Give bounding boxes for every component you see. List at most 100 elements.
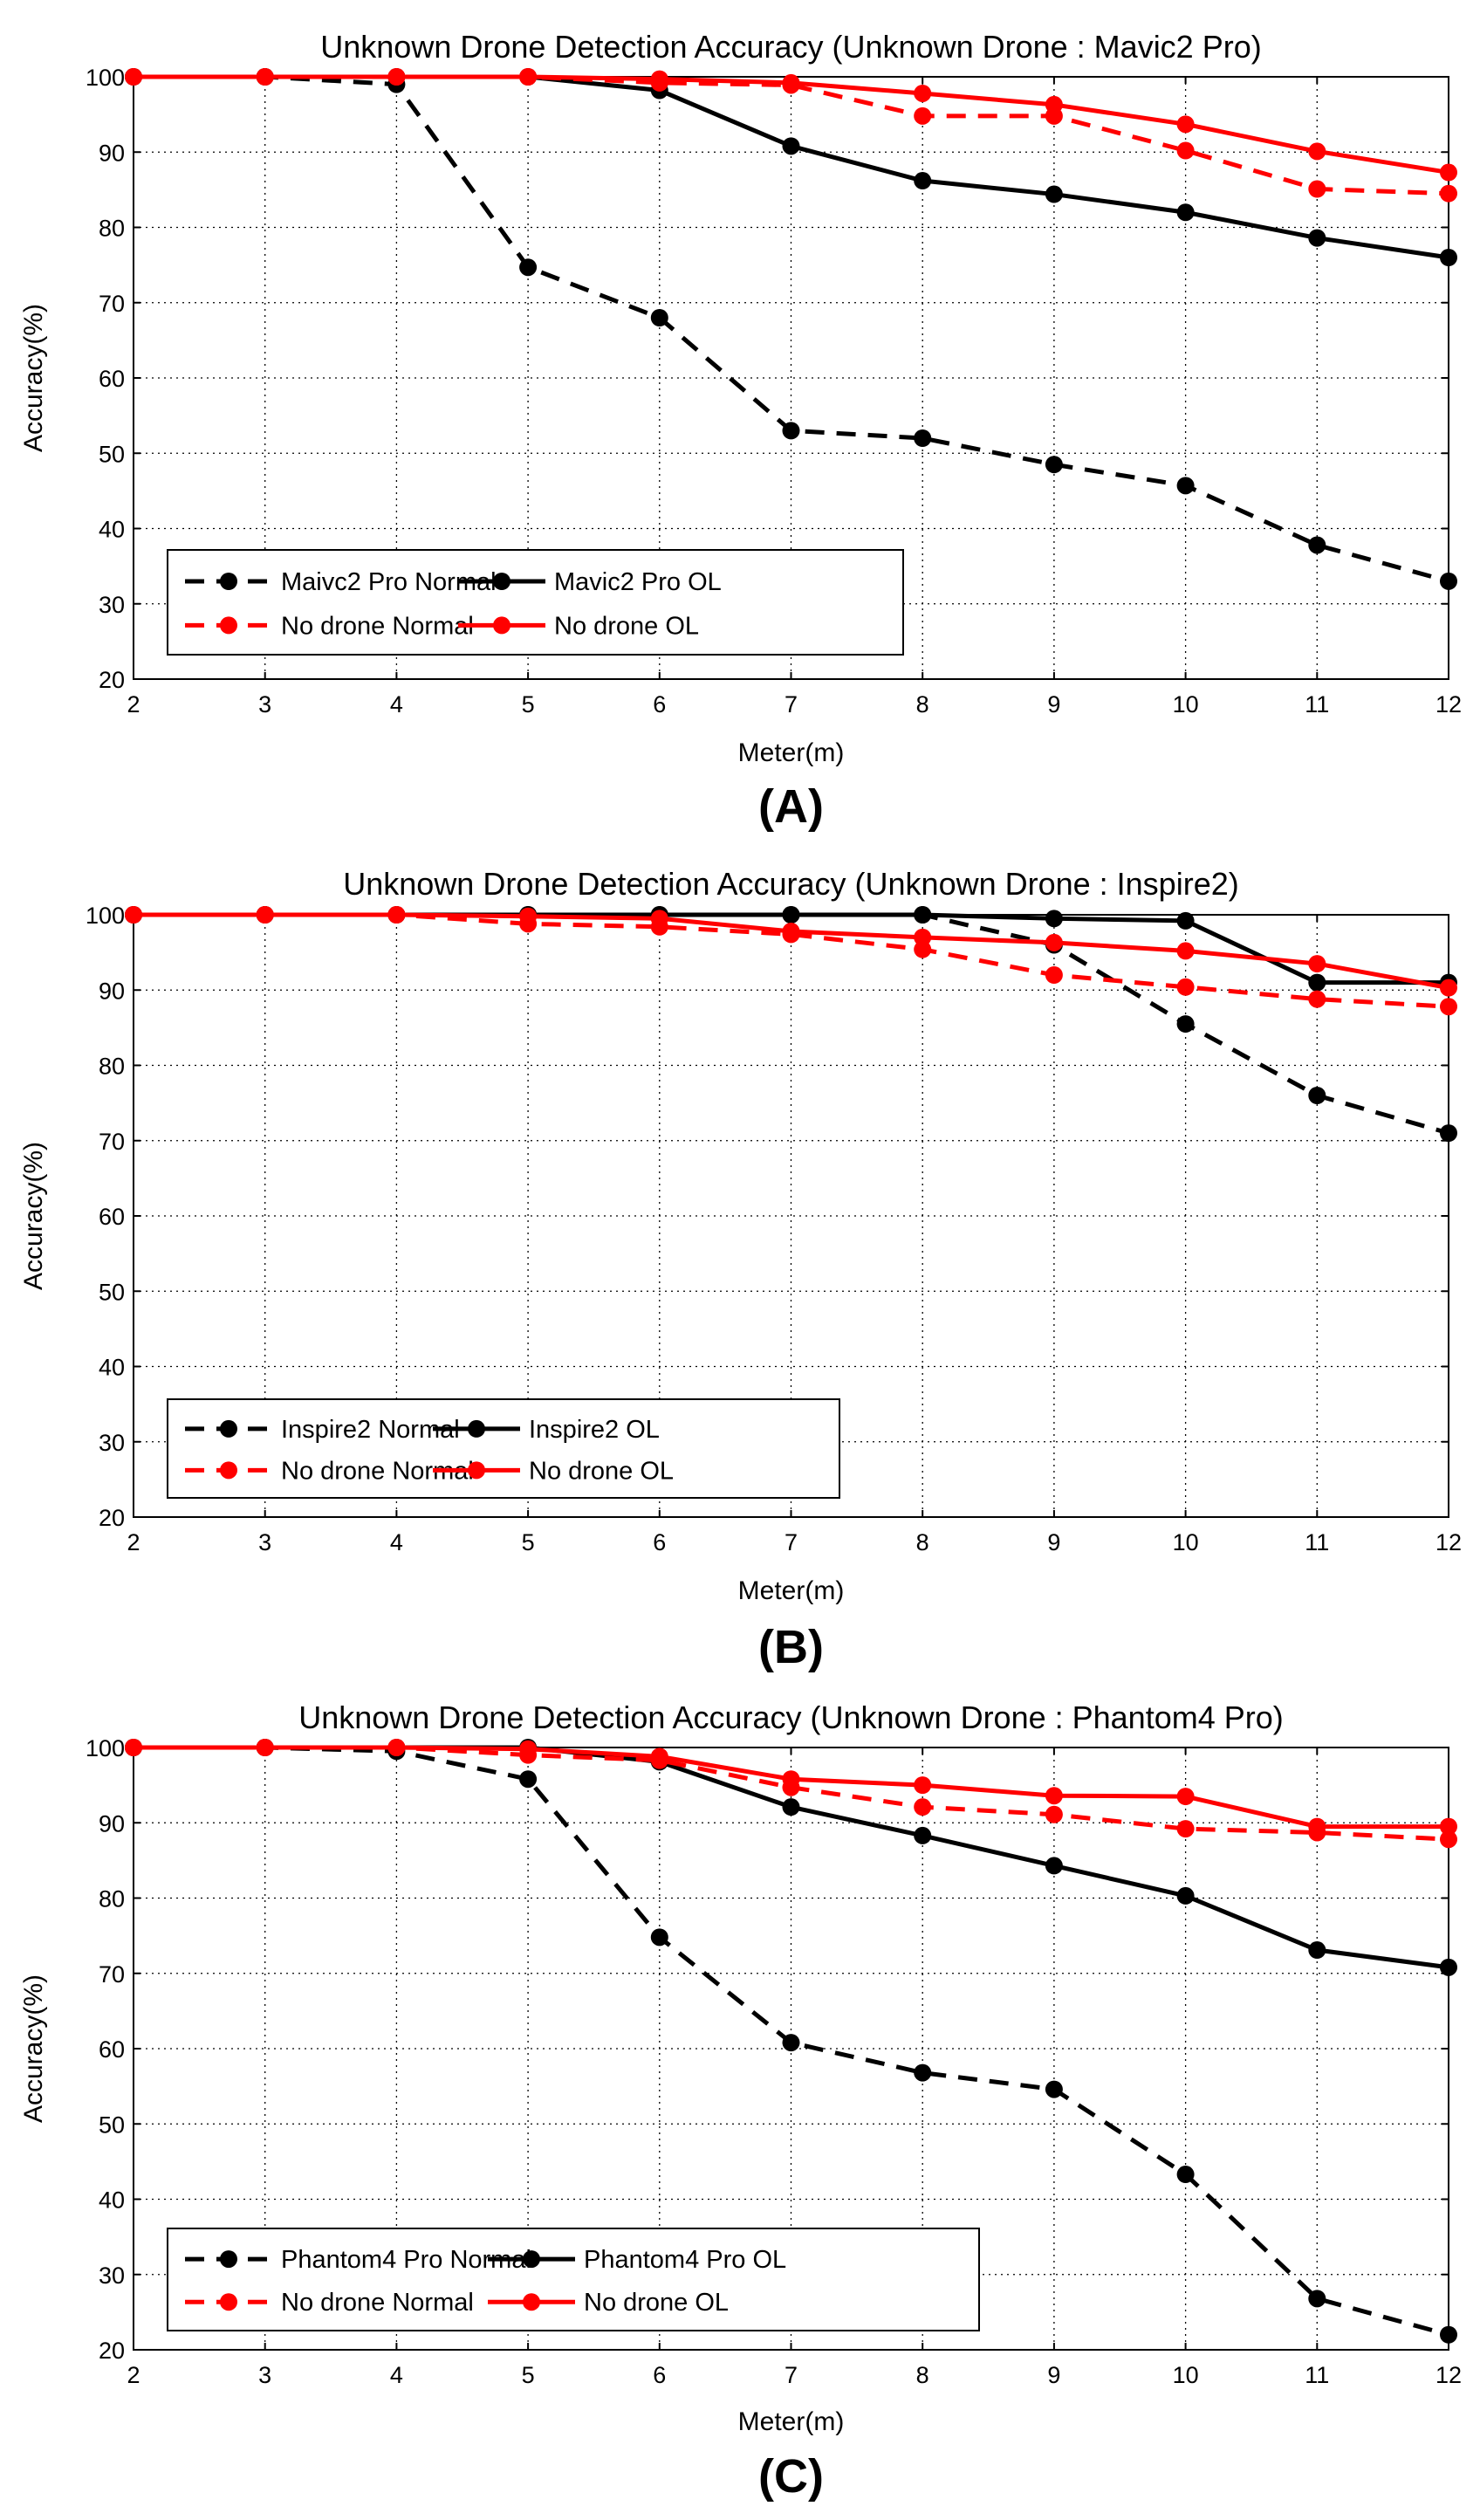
data-point <box>782 922 800 940</box>
data-point <box>1440 978 1457 997</box>
legend-swatch-marker <box>220 2250 237 2269</box>
series-no-drone-ol <box>125 1739 1457 1836</box>
x-tick-label: 2 <box>127 2362 140 2388</box>
y-tick-label: 40 <box>99 2187 125 2214</box>
legend-box <box>167 549 904 656</box>
data-point <box>1440 1830 1457 1849</box>
x-tick-label: 7 <box>785 1529 798 1555</box>
x-tick-label: 5 <box>522 1529 535 1555</box>
x-tick-label: 2 <box>127 1529 140 1555</box>
data-point <box>782 2034 800 2052</box>
x-tick-label: 4 <box>390 2362 403 2388</box>
data-point <box>1308 142 1326 161</box>
data-point <box>782 1770 800 1789</box>
data-point <box>914 2063 932 2082</box>
x-tick-label: 9 <box>1047 691 1060 718</box>
data-point <box>1308 990 1326 1008</box>
data-point <box>914 928 932 946</box>
x-tick-label: 10 <box>1173 691 1199 718</box>
series-line <box>134 74 1449 196</box>
x-tick-label: 11 <box>1305 2362 1329 2388</box>
data-point <box>256 906 274 924</box>
y-tick-label: 30 <box>99 592 125 618</box>
x-tick-label: 12 <box>1435 2362 1462 2388</box>
legend-swatch-marker <box>468 1419 485 1438</box>
legend-label: No drone Normal <box>281 612 474 640</box>
chart-title: Unknown Drone Detection Accuracy (Unknow… <box>343 866 1238 902</box>
data-point <box>1176 477 1195 495</box>
data-point <box>1176 1788 1195 1806</box>
data-point <box>1045 456 1063 474</box>
data-point <box>782 137 800 155</box>
x-tick-label: 6 <box>653 1529 666 1555</box>
data-point <box>1308 180 1326 198</box>
series-no-drone-ol <box>125 906 1457 997</box>
chart-title: Unknown Drone Detection Accuracy (Unknow… <box>298 1699 1284 1735</box>
data-point <box>1308 973 1326 992</box>
data-point <box>387 906 406 924</box>
data-point <box>1176 203 1195 222</box>
data-point <box>125 1739 142 1756</box>
y-tick-label: 50 <box>99 2111 125 2138</box>
legend-swatch-marker <box>493 573 510 590</box>
data-point <box>914 172 932 190</box>
y-tick-label: 70 <box>99 1129 125 1155</box>
y-tick-label: 60 <box>99 366 125 392</box>
legend-label: Inspire2 Normal <box>281 1416 460 1444</box>
y-tick-label: 20 <box>99 667 125 693</box>
data-point <box>1176 978 1195 996</box>
y-tick-label: 80 <box>99 1886 125 1912</box>
legend-box <box>167 2228 980 2331</box>
data-point <box>914 940 932 958</box>
data-point <box>1045 95 1063 113</box>
data-point <box>914 1826 932 1844</box>
data-point <box>519 1770 538 1789</box>
data-point <box>650 1928 668 1947</box>
data-point <box>125 906 142 924</box>
data-point <box>914 84 932 102</box>
data-point <box>256 68 274 86</box>
x-tick-label: 11 <box>1305 1529 1329 1555</box>
data-point <box>1440 572 1457 590</box>
data-point <box>1308 1087 1326 1104</box>
x-tick-label: 7 <box>785 2362 798 2388</box>
x-tick-label: 6 <box>653 691 666 718</box>
y-tick-label: 20 <box>99 2338 125 2364</box>
data-point <box>125 68 142 86</box>
chart-panel-2: 2 3 4 5 6 7 8 9 10 11 12 20 30 40 50 60 70 80 90 100 Unknown… <box>19 866 1462 1673</box>
panel-label: (C) <box>758 2450 824 2503</box>
x-tick-label: 11 <box>1305 691 1329 718</box>
x-tick-label: 4 <box>390 691 403 718</box>
data-point <box>519 68 538 86</box>
chart-panel-3: 2 3 4 5 6 7 8 9 10 11 12 20 30 40 50 60 70 80 90 100 Unknown… <box>19 1699 1462 2503</box>
data-point <box>387 68 406 86</box>
data-point <box>1176 1886 1195 1905</box>
data-point <box>519 258 538 277</box>
legend-swatch-marker <box>220 1419 237 1438</box>
data-point <box>1440 998 1457 1016</box>
data-point <box>1045 1787 1063 1805</box>
data-point <box>1440 2325 1457 2344</box>
data-point <box>914 1798 932 1816</box>
legend-swatch-marker <box>523 2250 540 2269</box>
y-axis-label: Accuracy(%) <box>19 1974 48 2123</box>
y-axis-label: Accuracy(%) <box>19 304 48 452</box>
data-point <box>1440 1958 1457 1976</box>
legend-box <box>167 1398 840 1499</box>
legend-label: No drone OL <box>529 1457 674 1485</box>
data-point <box>1045 966 1063 984</box>
x-tick-label: 5 <box>522 691 535 718</box>
data-point <box>1176 2166 1195 2184</box>
y-tick-label: 60 <box>99 1204 125 1230</box>
y-tick-label: 100 <box>86 903 125 929</box>
data-point <box>1308 955 1326 973</box>
y-tick-label: 70 <box>99 291 125 317</box>
data-point <box>650 910 668 928</box>
data-point <box>519 1740 538 1758</box>
data-point <box>1045 1857 1063 1875</box>
x-tick-label: 10 <box>1173 1529 1199 1555</box>
data-point <box>1308 229 1326 247</box>
x-tick-label: 9 <box>1047 1529 1060 1555</box>
